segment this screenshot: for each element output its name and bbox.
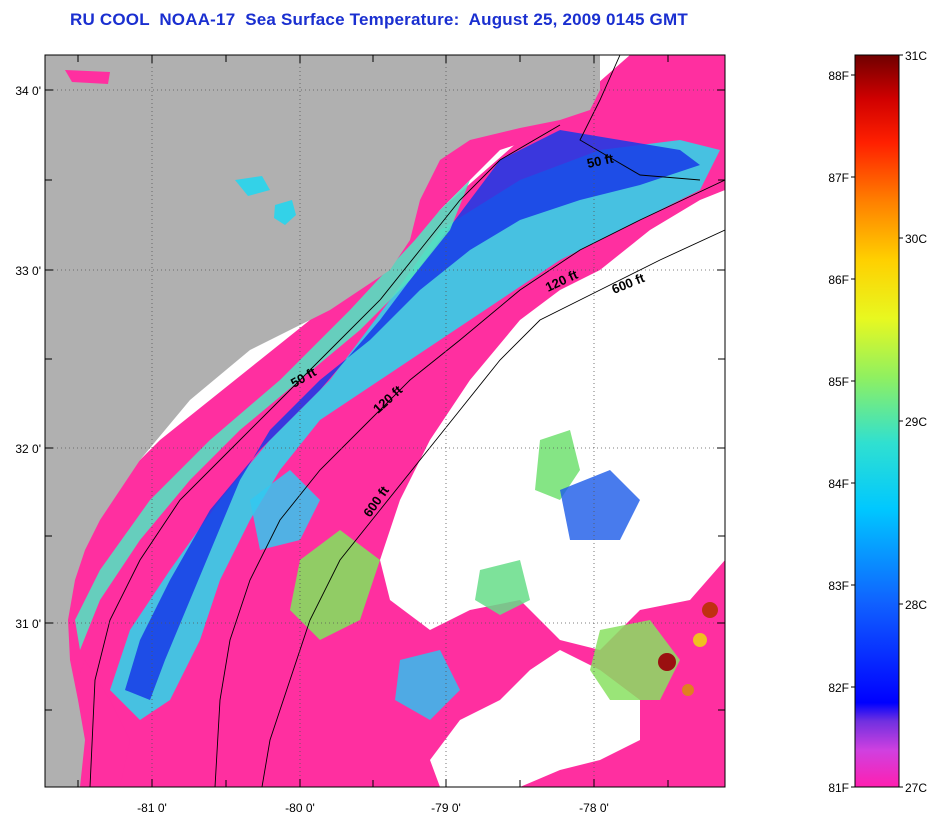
contour-label-50ft-a: 50 ft	[586, 151, 616, 171]
cool-patch-2	[250, 470, 320, 550]
f-label-82: 82F	[828, 681, 849, 695]
contour-50ft-line	[89, 55, 701, 787]
colorbar-gradient	[854, 54, 900, 788]
lon-label-78: -78 0'	[579, 801, 609, 815]
f-label-86: 86F	[828, 273, 849, 287]
inland-lake-3	[65, 70, 110, 84]
inland-lake-1	[274, 200, 296, 225]
sst-map	[45, 55, 725, 787]
depth-contours	[89, 55, 725, 787]
cool-patch-1	[290, 530, 380, 640]
c-label-28: 28C	[905, 598, 927, 612]
longitude-labels: -81 0' -80 0' -79 0' -78 0'	[137, 801, 609, 815]
cool-patch-5	[590, 620, 680, 700]
lon-label-81: -81 0'	[137, 801, 167, 815]
lat-label-32: 32 0'	[15, 442, 41, 456]
latitude-labels: 34 0' 33 0' 32 0' 31 0'	[15, 84, 41, 631]
coastal-water	[75, 180, 470, 650]
cloud-interior	[380, 190, 725, 650]
f-label-85: 85F	[828, 375, 849, 389]
lat-label-31: 31 0'	[15, 617, 41, 631]
cool-patch-3	[535, 430, 580, 500]
land-mass	[45, 55, 600, 787]
warm-spot-gulf-stream	[658, 602, 718, 696]
graticule	[45, 55, 725, 787]
c-label-29: 29C	[905, 415, 927, 429]
cloud-lower	[430, 650, 640, 787]
nearshore-warm-water	[70, 660, 130, 787]
cool-water-midshelf	[110, 140, 720, 720]
cool-patch-4	[475, 560, 530, 615]
f-label-88: 88F	[828, 69, 849, 83]
lon-label-80: -80 0'	[285, 801, 315, 815]
c-label-27: 27C	[905, 781, 927, 795]
lat-label-33: 33 0'	[15, 264, 41, 278]
temperature-colorbar: 88F 87F 86F 85F 84F 83F 82F 81F 31C 30C …	[828, 49, 927, 795]
f-label-81: 81F	[828, 781, 849, 795]
lon-label-79: -79 0'	[431, 801, 461, 815]
cool-patch-6	[395, 650, 460, 720]
f-label-84: 84F	[828, 477, 849, 491]
map-title: RU COOL NOAA-17 Sea Surface Temperature:…	[70, 10, 688, 29]
map-frame	[44, 54, 726, 788]
cool-patch-7	[560, 470, 640, 540]
contour-600ft-line	[261, 229, 725, 787]
c-label-31: 31C	[905, 49, 927, 63]
axis-ticks	[45, 55, 725, 787]
inland-lake-2	[235, 176, 270, 196]
contour-120ft-line	[214, 179, 725, 787]
c-label-30: 30C	[905, 232, 927, 246]
lat-label-34: 34 0'	[15, 84, 41, 98]
f-label-83: 83F	[828, 579, 849, 593]
f-label-87: 87F	[828, 171, 849, 185]
